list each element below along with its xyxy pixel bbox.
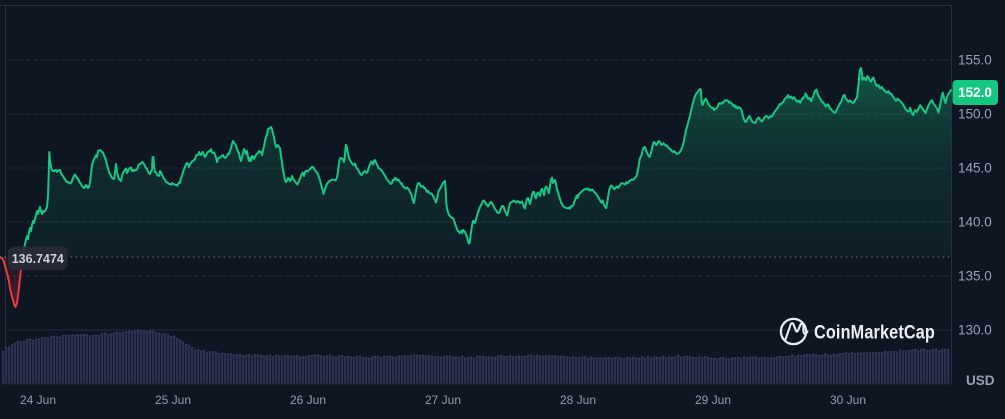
svg-text:24 Jun: 24 Jun (20, 393, 56, 407)
svg-text:140.0: 140.0 (958, 215, 992, 230)
svg-text:152.0: 152.0 (958, 85, 992, 100)
svg-text:130.0: 130.0 (958, 323, 992, 338)
svg-text:25 Jun: 25 Jun (155, 393, 191, 407)
svg-text:145.0: 145.0 (958, 161, 992, 176)
svg-text:29 Jun: 29 Jun (695, 393, 731, 407)
svg-text:USD: USD (966, 373, 995, 388)
svg-text:CoinMarketCap: CoinMarketCap (814, 322, 935, 344)
svg-text:150.0: 150.0 (958, 107, 992, 122)
svg-text:28 Jun: 28 Jun (560, 393, 596, 407)
svg-text:135.0: 135.0 (958, 269, 992, 284)
svg-text:155.0: 155.0 (958, 53, 992, 68)
svg-text:136.7474: 136.7474 (12, 252, 64, 266)
svg-text:26 Jun: 26 Jun (290, 393, 326, 407)
svg-text:30 Jun: 30 Jun (830, 393, 866, 407)
svg-text:27 Jun: 27 Jun (425, 393, 461, 407)
